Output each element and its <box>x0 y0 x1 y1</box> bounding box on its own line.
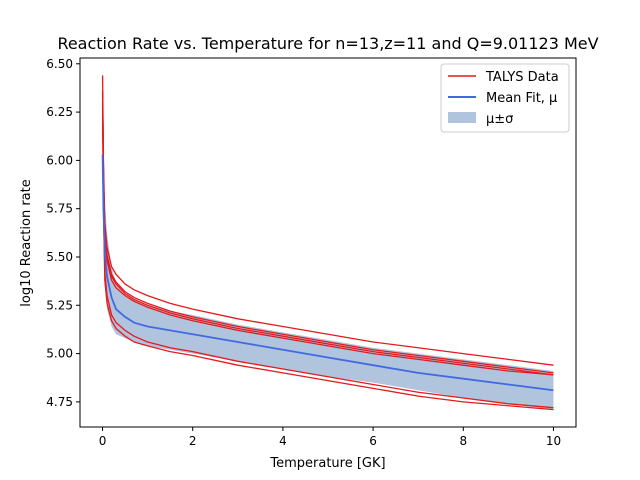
mean-layer <box>101 154 554 392</box>
y-axis-ticks: 4.75 5.00 5.25 5.50 5.75 6.00 6.25 6.50 <box>46 57 80 409</box>
talys-data-line-6 <box>101 106 554 411</box>
chart-title: Reaction Rate vs. Temperature for n=13,z… <box>57 34 598 53</box>
y-tick-label: 6.50 <box>46 57 73 71</box>
x-tick-label: 4 <box>279 434 287 448</box>
legend-band-label: μ±σ <box>486 112 513 127</box>
plot-area <box>101 75 554 411</box>
y-axis-label: log10 Reaction rate <box>19 179 34 307</box>
talys-data-line-5 <box>101 102 554 409</box>
y-tick-label: 6.25 <box>46 105 73 119</box>
y-tick-label: 4.75 <box>46 395 73 409</box>
y-tick-label: 5.75 <box>46 202 73 216</box>
x-tick-label: 8 <box>459 434 467 448</box>
talys-layer <box>101 75 554 411</box>
x-axis-label: Temperature [GK] <box>269 456 385 471</box>
legend-mean-label: Mean Fit, μ <box>486 91 557 106</box>
y-tick-label: 5.00 <box>46 347 73 361</box>
x-tick-label: 10 <box>546 434 561 448</box>
x-tick-label: 6 <box>369 434 377 448</box>
mean-fit-line <box>101 154 554 392</box>
band-layer <box>102 154 554 410</box>
legend: TALYS Data Mean Fit, μ μ±σ <box>440 63 570 133</box>
x-tick-label: 2 <box>189 434 197 448</box>
legend-talys-label: TALYS Data <box>485 70 559 85</box>
y-tick-label: 5.50 <box>46 250 73 264</box>
y-tick-label: 6.00 <box>46 153 73 167</box>
legend-band-swatch <box>448 112 476 123</box>
sigma-band <box>102 154 554 410</box>
talys-data-line-1 <box>101 75 554 366</box>
axes-frame <box>79 57 577 428</box>
talys-data-line-4 <box>101 92 554 376</box>
x-tick-label: 0 <box>99 434 107 448</box>
y-tick-label: 5.25 <box>46 298 73 312</box>
x-axis-ticks: 0 2 4 6 8 10 <box>99 427 561 448</box>
